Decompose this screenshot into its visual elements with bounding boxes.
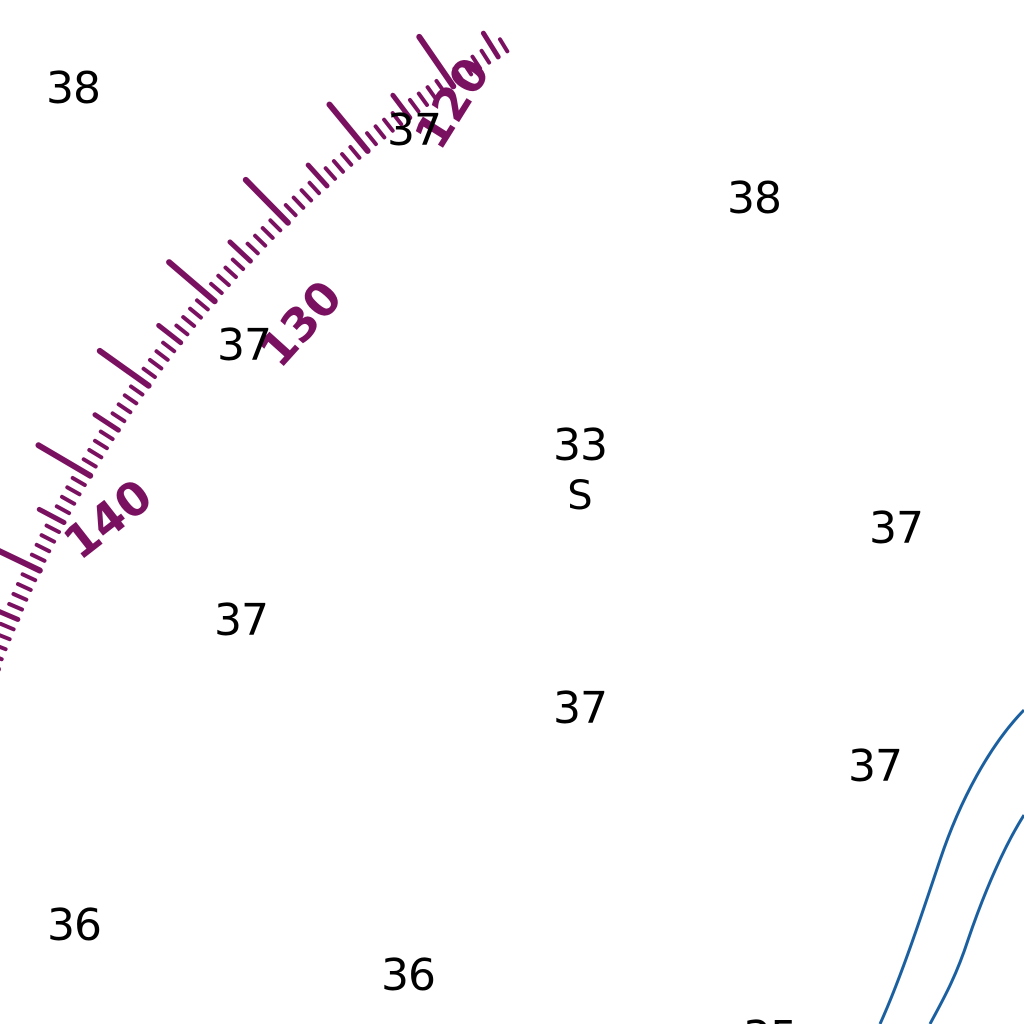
compass-rose-tick [305,162,330,189]
compass-rose-tick [461,60,474,77]
compass-rose-tick [416,91,429,107]
compass-rose-tick [16,582,33,592]
compass-rose-tick [283,203,298,218]
depth-sounding: 37 [869,503,924,554]
compass-rose-tick [323,166,337,181]
compass-rose-tick [110,411,127,424]
compass-rose-tick [87,448,104,460]
rose-label-140: 140 [53,468,162,570]
compass-rose-tick [122,393,139,406]
depth-sounding: 37 [214,595,269,646]
compass-rose-tick [452,66,465,83]
compass-rose-tick [0,548,43,574]
compass-rose-tick [93,438,109,451]
compass-rose-tick [382,117,395,133]
compass-rose-tick [242,176,291,226]
compass-rose-tick [479,48,492,65]
compass-rose-tick [154,349,170,362]
compass-rose-tick [188,306,203,320]
compass-rose-tick [348,145,362,160]
compass-rose-tick [65,485,82,497]
compass-rose-tick [141,366,157,379]
compass-rose-tick [39,533,57,544]
compass-rose-tick [92,412,121,433]
compass-rose-tick [227,239,253,264]
compass-rose-tick [116,402,133,415]
compass-rose-tick [209,281,224,295]
bottom-quality-label: S [567,473,593,519]
compass-rose-tick [0,609,21,622]
compass-rose-tick [96,347,152,389]
compass-rose-tick [0,621,16,632]
compass-rose-tick [35,442,94,479]
depth-sounding: 37 [217,320,272,371]
compass-rose-tick [408,98,421,114]
compass-rose-tick [81,457,98,469]
compass-rose-tick [174,323,190,337]
compass-rose-tick [480,30,501,60]
compass-rose-tick [253,233,268,248]
compass-rose-tick [299,188,314,203]
compass-rose-tick [181,315,197,328]
compass-rose-tick [470,54,483,71]
compass-rose-tick [29,552,47,563]
compass-rose-tick [148,358,164,371]
compass-rose-tick [60,494,77,506]
depth-sounding: 37 [387,105,442,156]
compass-rose-tick [54,504,72,516]
compass-rose-tick [0,644,8,652]
compass-rose-tick [0,633,12,642]
depth-sounding: 38 [46,63,101,114]
compass-rose-tick [434,79,447,95]
compass-rose-tick [268,218,283,233]
compass-rose-tick [216,273,231,287]
depth-contour-line [928,814,1024,1024]
compass-rose-tick [340,152,354,167]
compass-rose-tick [291,195,306,210]
compass-rose-tick [0,656,4,662]
depth-sounding: 33 [553,420,608,471]
compass-rose-tick [223,265,238,279]
compass-rose-tick [34,542,52,554]
compass-rose-tick [245,241,260,256]
compass-rose-tick [166,259,218,305]
compass-rose-tick [7,602,24,612]
compass-rose-tick [20,572,38,583]
compass-rose-tick [307,180,321,196]
compass-rose-tick [425,85,438,101]
compass-rose-tick [326,101,371,154]
compass-rose-tick [129,384,145,397]
depth-sounding: 37 [553,683,608,734]
depth-contour-line [878,708,1024,1024]
compass-rose-tick [36,506,67,525]
depth-sounding: 37 [848,741,903,792]
compass-rose-tick [70,476,87,487]
compass-rose-tick [390,111,404,127]
compass-rose-tick [44,523,61,534]
depth-sounding: 35 [743,1016,798,1024]
compass-rose-tick [230,257,246,271]
compass-rose-tick [195,298,210,312]
compass-rose-tick [11,592,29,602]
depth-sounding: 38 [727,173,782,224]
compass-rose-tick [331,159,345,174]
compass-rose-tick [390,92,413,121]
compass-rose-tick [498,37,510,54]
compass-rose-ticks [0,30,510,672]
depth-sounding: 36 [381,950,436,1001]
compass-rose-tick [365,131,378,147]
compass-rose-tick [98,429,115,442]
compass-rose-tick [373,124,387,140]
compass-rose-tick [161,340,177,354]
compass-rose-tick [260,226,275,240]
compass-rose-tick [156,323,184,346]
compass-rose-tick [416,33,457,90]
depth-sounding: 36 [47,900,102,951]
